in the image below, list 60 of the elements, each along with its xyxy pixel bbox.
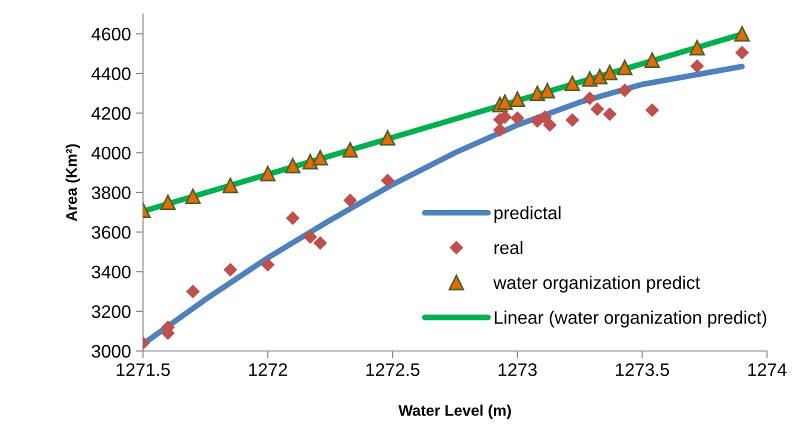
point: [224, 263, 237, 276]
point: [616, 60, 633, 76]
point: [185, 188, 201, 204]
point: [734, 26, 750, 42]
y-tick-label: 3600: [92, 226, 130, 239]
point: [493, 123, 507, 137]
y-tick-label: 4400: [91, 67, 130, 80]
point: [690, 60, 704, 73]
point: [380, 130, 396, 146]
x-tick-label: 1272: [249, 363, 287, 376]
point: [592, 68, 608, 84]
x-tick-label: 1272.5: [366, 363, 420, 376]
y-tick-label: 3000: [92, 344, 130, 358]
x-axis-title: Water Level (m): [398, 404, 511, 419]
point: [510, 111, 524, 125]
y-tick-label: 4000: [91, 146, 130, 160]
point: [186, 284, 200, 298]
point: [261, 258, 274, 272]
point: [540, 82, 556, 98]
point: [603, 108, 616, 121]
point: [312, 150, 328, 166]
y-tick-label: 4600: [91, 28, 130, 41]
point: [689, 40, 705, 56]
point: [286, 212, 300, 225]
point: [381, 174, 394, 188]
x-tick-label: 1271.5: [116, 363, 170, 376]
point: [646, 104, 659, 117]
x-tick-label: 1273: [498, 363, 537, 376]
point: [284, 158, 301, 174]
x-tick-label: 1273.5: [616, 363, 670, 376]
point: [302, 154, 318, 170]
y-tick-label: 3400: [92, 266, 130, 278]
point: [564, 76, 580, 92]
point: [497, 94, 513, 110]
point: [543, 118, 556, 132]
point: [314, 236, 327, 250]
point: [618, 84, 632, 97]
legend-label: real: [494, 240, 522, 254]
x-tick-label: 1274: [748, 363, 787, 376]
point: [566, 113, 579, 127]
y-tick-label: 3200: [92, 305, 130, 318]
point: [160, 194, 176, 210]
point: [222, 178, 238, 194]
y-axis-title: Area (Km²): [66, 144, 80, 222]
point: [590, 102, 604, 116]
y-tick-label: 4200: [91, 107, 130, 120]
y-tick-label: 3800: [92, 186, 130, 200]
legend-label: predictal: [494, 206, 560, 223]
point: [510, 91, 526, 108]
point: [260, 166, 276, 182]
point: [538, 110, 552, 124]
point: [304, 230, 317, 244]
legend-label: water organization predict: [493, 276, 700, 293]
point: [583, 92, 596, 105]
point: [602, 64, 618, 80]
legend-label: Linear (water organization predict): [494, 310, 766, 328]
point: [735, 46, 749, 60]
point: [644, 52, 660, 68]
point: [344, 194, 357, 207]
point: [342, 142, 358, 158]
